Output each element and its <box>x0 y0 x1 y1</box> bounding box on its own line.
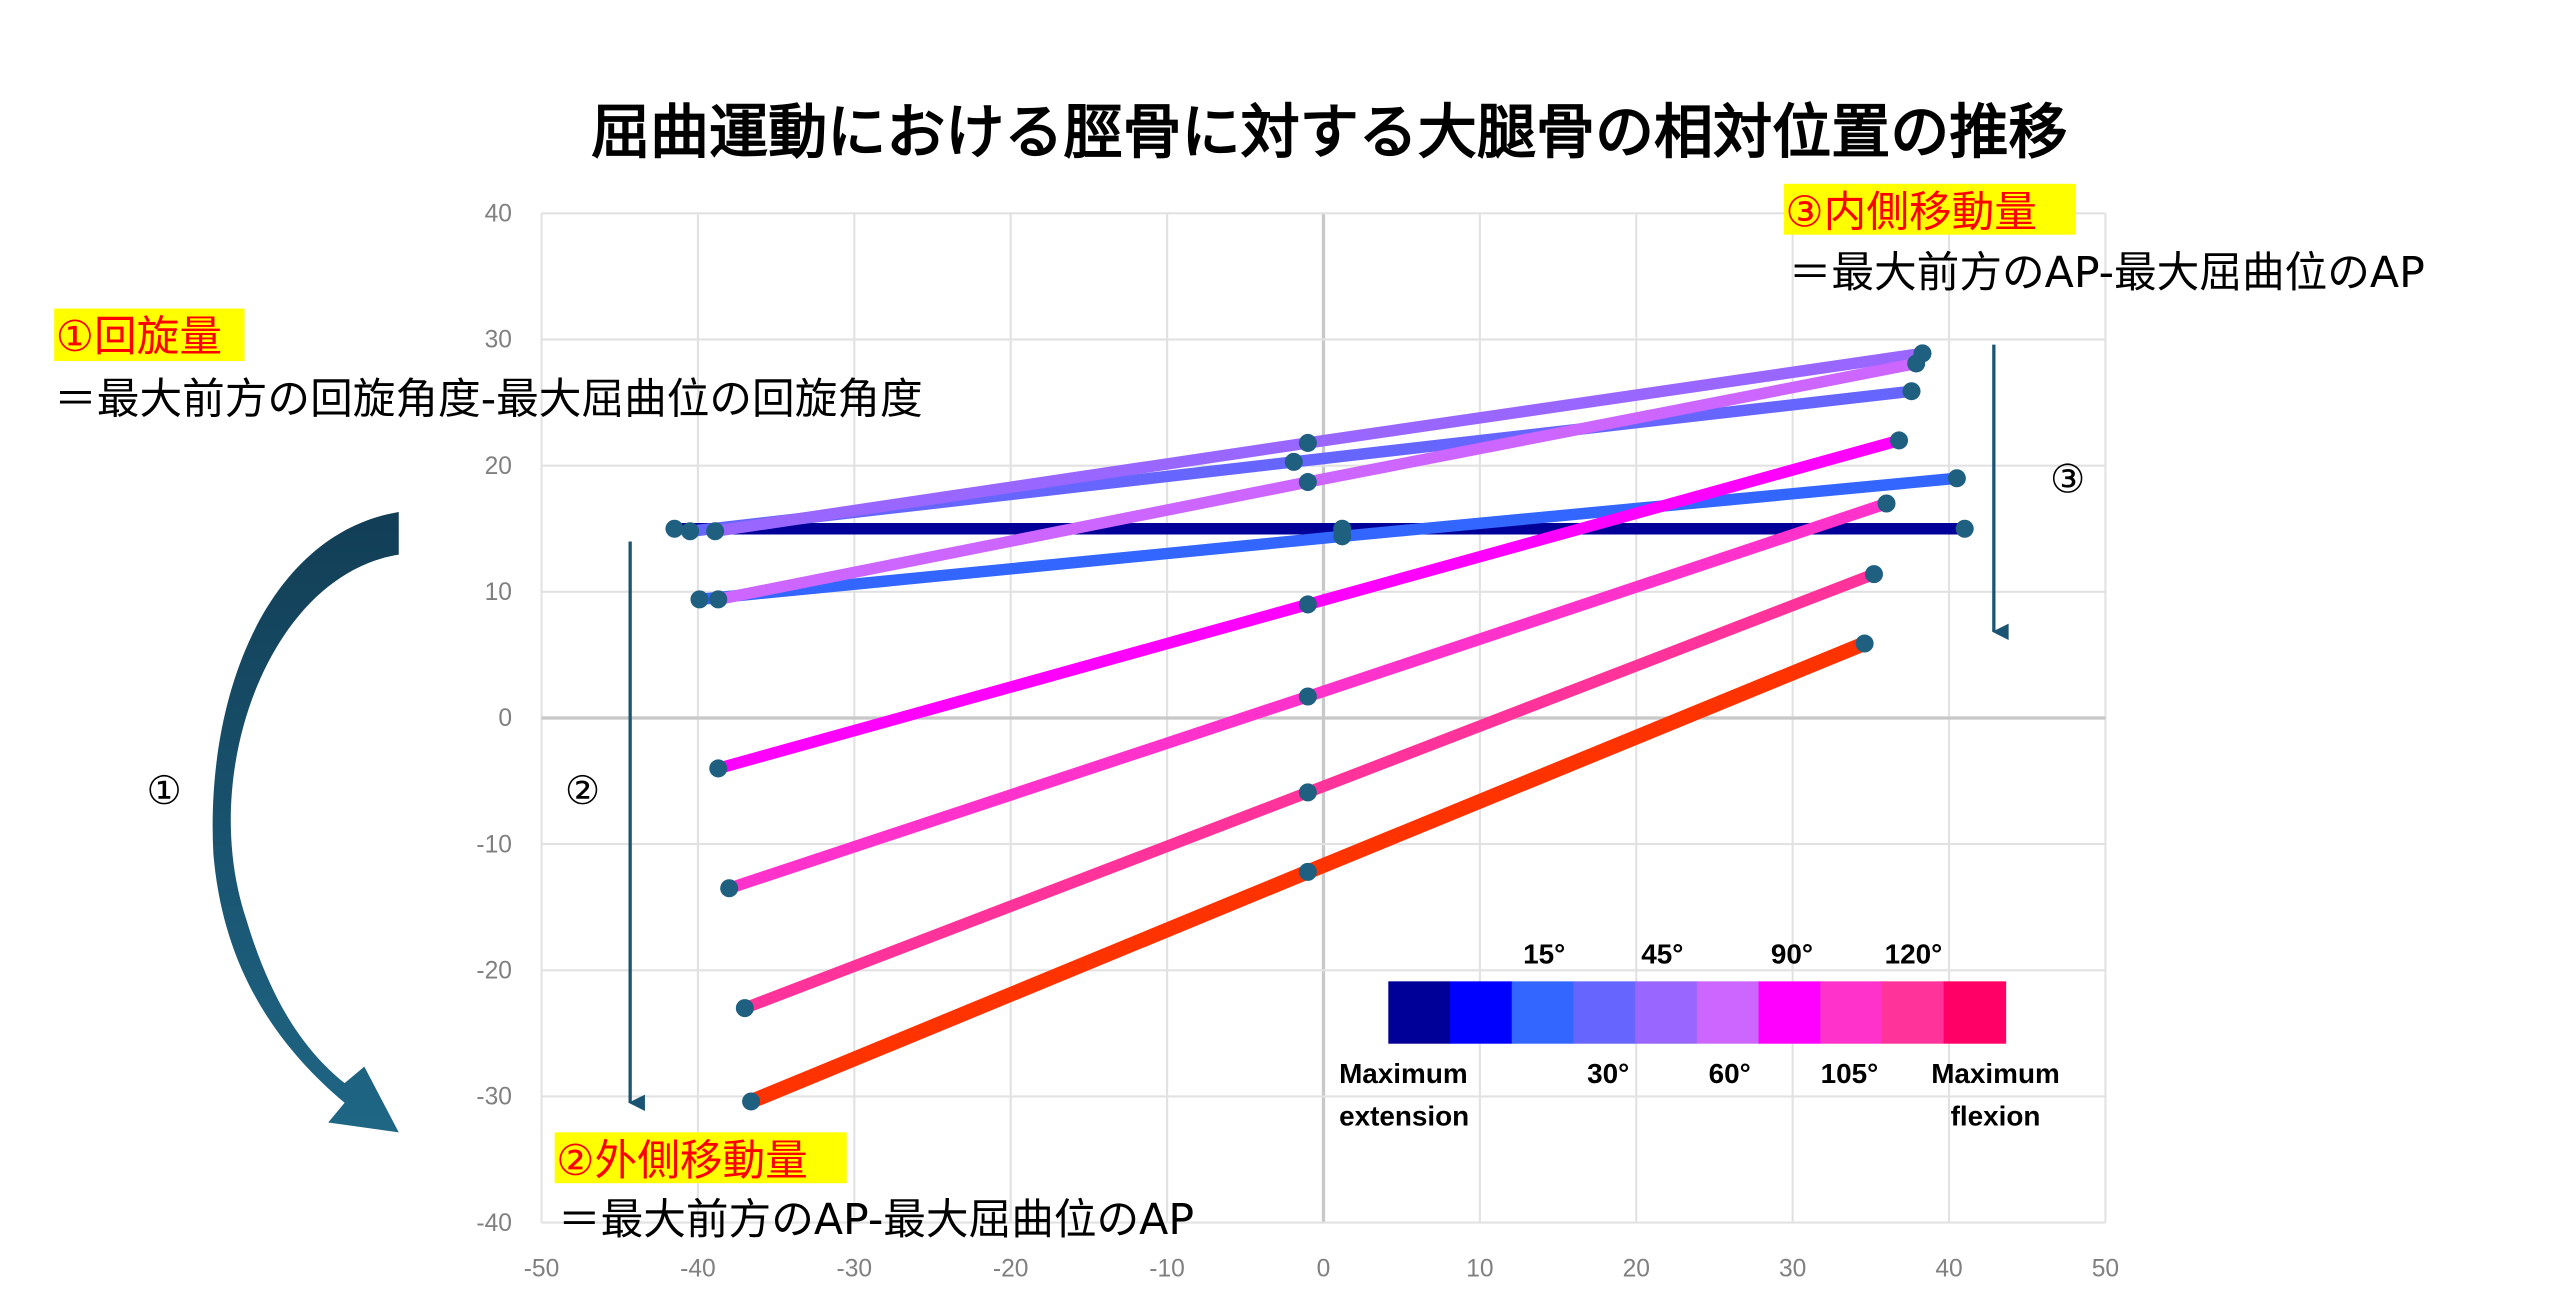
y-tick-label: 10 <box>485 579 512 606</box>
legend-top-label: 15° <box>1523 938 1565 969</box>
legend-swatch <box>1943 981 2007 1044</box>
legend-start-label: extension <box>1339 1101 1469 1132</box>
legend-bottom-label: 60° <box>1709 1058 1751 1089</box>
data-point <box>735 999 754 1018</box>
data-point <box>1298 687 1317 706</box>
x-tick-label: 30 <box>1779 1256 1806 1283</box>
legend-swatch <box>1758 981 1822 1044</box>
legend-end-label: Maximum <box>1931 1058 2060 1089</box>
y-tick-label: 0 <box>498 705 512 732</box>
data-point <box>1877 494 1896 513</box>
data-point <box>1298 473 1317 492</box>
legend-swatch <box>1573 981 1636 1044</box>
rotation-formula: ＝最大前方の回旋角度-最大屈曲位の回旋角度 <box>54 375 923 425</box>
data-point <box>709 590 728 609</box>
grid <box>540 212 2107 1224</box>
data-point <box>1889 431 1909 450</box>
x-tick-label: 50 <box>2092 1256 2119 1283</box>
data-point <box>1955 519 1974 538</box>
legend-bottom-label: 30° <box>1587 1058 1629 1089</box>
x-tick-label: -40 <box>680 1256 716 1283</box>
legend-end-label: flexion <box>1951 1101 2041 1132</box>
y-tick-label: -10 <box>476 831 512 858</box>
legend-swatch <box>1388 981 1451 1044</box>
data-point <box>1333 527 1352 546</box>
x-tick-label: -30 <box>837 1256 873 1283</box>
rotation-heading: ①回旋量 <box>56 312 222 362</box>
x-tick-label: 20 <box>1623 1256 1650 1283</box>
series-group <box>665 344 1974 1111</box>
x-tick-label: -20 <box>993 1256 1029 1283</box>
y-tick-label: -40 <box>476 1210 512 1237</box>
legend-bottom-label: 105° <box>1821 1058 1879 1089</box>
legend-swatch <box>1696 981 1760 1044</box>
lateral-formula: ＝最大前方のAP-最大屈曲位のAP <box>558 1195 1194 1245</box>
y-axis: -40 -30 -20 -10 0 10 20 30 40 <box>476 201 512 1237</box>
data-point <box>1284 452 1303 471</box>
data-point <box>1298 783 1317 802</box>
medial-formula: ＝最大前方のAP-最大屈曲位のAP <box>1789 248 2425 298</box>
data-point <box>665 519 684 538</box>
legend-swatch <box>1450 981 1513 1044</box>
data-point <box>1298 862 1317 881</box>
legend-top-label: 90° <box>1771 938 1813 969</box>
legend-top-label: 120° <box>1885 938 1943 969</box>
x-tick-label: -10 <box>1149 1256 1185 1283</box>
data-point <box>720 879 739 898</box>
data-point <box>1907 354 1926 373</box>
y-tick-label: 20 <box>485 453 512 480</box>
y-tick-label: 40 <box>485 201 512 228</box>
medial-highlight <box>1783 183 2076 235</box>
lateral-highlight <box>554 1132 847 1184</box>
data-point <box>681 522 700 541</box>
x-tick-label: 10 <box>1466 1256 1493 1283</box>
colorbar-legend: 15° 45° 90° 120° 30° 60° 105° Maximum extension M… <box>1339 938 2060 1131</box>
rotation-highlight <box>54 308 245 362</box>
x-tick-label: 0 <box>1317 1256 1331 1283</box>
lateral-heading: ②外側移動量 <box>556 1136 808 1186</box>
legend-swatch <box>1635 981 1698 1044</box>
data-point <box>690 590 709 609</box>
medial-heading: ③内側移動量 <box>1785 187 2037 237</box>
x-tick-label: -50 <box>524 1256 560 1283</box>
data-point <box>1864 565 1884 584</box>
legend-swatch <box>1820 981 1883 1044</box>
lateral-marker: ② <box>565 768 600 814</box>
data-point <box>1947 469 1966 488</box>
rotation-marker: ① <box>146 768 181 814</box>
rotation-arrow <box>212 512 399 1133</box>
y-tick-label: 30 <box>485 327 512 354</box>
data-point <box>706 522 725 541</box>
data-point <box>1298 595 1317 614</box>
x-tick-label: 40 <box>1935 1256 1962 1283</box>
y-tick-label: -20 <box>476 957 512 984</box>
legend-top-label: 45° <box>1641 938 1683 969</box>
data-point <box>1298 433 1317 452</box>
data-point <box>1902 382 1921 401</box>
x-axis: -50 -40 -30 -20 -10 0 10 20 30 40 50 <box>524 1256 2119 1283</box>
data-point <box>742 1092 761 1111</box>
chart-title: 屈曲運動における脛骨に対する大腿骨の相対位置の推移 <box>591 98 2068 167</box>
medial-marker: ③ <box>2050 456 2085 502</box>
data-point <box>1855 634 1874 653</box>
y-tick-label: -30 <box>476 1084 512 1111</box>
data-point <box>709 759 728 778</box>
legend-swatch <box>1881 981 1945 1044</box>
legend-start-label: Maximum <box>1339 1058 1468 1089</box>
legend-swatch <box>1511 981 1575 1044</box>
